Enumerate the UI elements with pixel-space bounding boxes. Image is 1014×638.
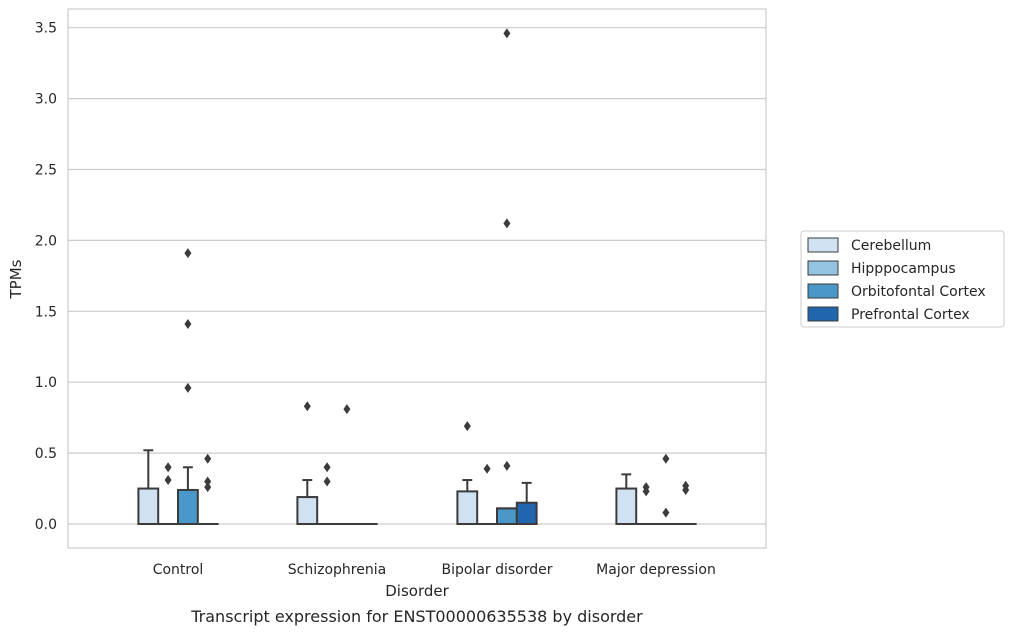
legend[interactable]: Cerebellum Hipppocampus Orbitofontal Corte…: [801, 231, 1004, 327]
legend-label: Prefrontal Cortex: [851, 307, 970, 323]
box-hipppocampus-3: [636, 482, 656, 524]
box-cerebellum-2: [457, 421, 477, 524]
legend-label: Hipppocampus: [851, 261, 956, 277]
outlier-point: [343, 404, 350, 414]
outlier-point: [184, 319, 191, 329]
x-tick-label: Major depression: [596, 562, 716, 578]
outlier-point: [204, 454, 211, 464]
outlier-point: [464, 421, 471, 431]
y-tick-labels: 0.0 0.5 1.0 1.5 2.0 2.5 3.0 3.5: [35, 21, 57, 533]
y-axis-label: TPMs: [7, 259, 25, 299]
plot-frame: [68, 9, 766, 548]
legend-label: Cerebellum: [851, 238, 931, 254]
box-layer: [138, 28, 695, 524]
outlier-point: [662, 508, 669, 518]
legend-swatch: [808, 261, 838, 275]
legend-item-prefrontal-cortex: Prefrontal Cortex: [808, 307, 970, 323]
outlier-point: [324, 462, 331, 472]
legend-label: Orbitofontal Cortex: [851, 284, 986, 300]
legend-swatch: [808, 284, 838, 298]
box-body: [616, 489, 636, 524]
box-cerebellum-3: [616, 474, 636, 524]
outlier-point: [324, 476, 331, 486]
box-cerebellum-0: [138, 450, 158, 524]
y-tick-label: 0.5: [35, 446, 57, 462]
outlier-point: [165, 475, 172, 485]
outlier-point: [165, 462, 172, 472]
box-hipppocampus-2: [477, 464, 497, 524]
legend-swatch: [808, 238, 838, 252]
box-cerebellum-1: [297, 401, 317, 524]
outlier-point: [204, 476, 211, 486]
y-tick-label: 1.5: [35, 304, 57, 320]
outlier-point: [503, 28, 510, 38]
box-orbitofontal-cortex-1: [337, 404, 357, 524]
box-orbitofontal-cortex-2: [497, 28, 517, 524]
x-tick-label: Schizophrenia: [288, 562, 386, 578]
y-tick-label: 3.5: [35, 21, 57, 37]
outlier-point: [304, 401, 311, 411]
box-body: [517, 503, 537, 524]
legend-item-orbitofontal-cortex: Orbitofontal Cortex: [808, 284, 986, 300]
outlier-point: [484, 464, 491, 474]
box-body: [178, 490, 198, 524]
grid-lines: [68, 28, 766, 524]
x-tick-label: Control: [153, 562, 204, 578]
x-axis-label: Disorder: [385, 582, 449, 600]
box-orbitofontal-cortex-0: [178, 248, 198, 524]
box-hipppocampus-1: [317, 462, 337, 524]
outlier-point: [184, 248, 191, 258]
box-orbitofontal-cortex-3: [656, 454, 676, 524]
y-tick-label: 0.0: [35, 517, 57, 533]
outlier-point: [503, 218, 510, 228]
y-tick-label: 2.0: [35, 233, 57, 249]
outlier-point: [503, 461, 510, 471]
box-hipppocampus-0: [158, 462, 178, 524]
legend-swatch: [808, 307, 838, 321]
box-prefrontal-cortex-2: [517, 483, 537, 524]
box-body: [138, 489, 158, 524]
chart-title: Transcript expression for ENST0000063553…: [190, 607, 643, 626]
y-tick-label: 2.5: [35, 163, 57, 179]
box-prefrontal-cortex-0: [198, 454, 218, 524]
outlier-point: [184, 383, 191, 393]
y-tick-label: 1.0: [35, 375, 57, 391]
box-body: [457, 491, 477, 524]
box-body: [497, 508, 517, 524]
x-tick-label: Bipolar disorder: [441, 562, 552, 578]
box-prefrontal-cortex-3: [676, 481, 696, 524]
x-tick-labels: Control Schizophrenia Bipolar disorder Majo…: [153, 562, 716, 578]
legend-item-hipppocampus: Hipppocampus: [808, 261, 956, 277]
y-tick-label: 3.0: [35, 92, 57, 108]
legend-item-cerebellum: Cerebellum: [808, 238, 931, 254]
box-body: [297, 497, 317, 524]
outlier-point: [662, 454, 669, 464]
